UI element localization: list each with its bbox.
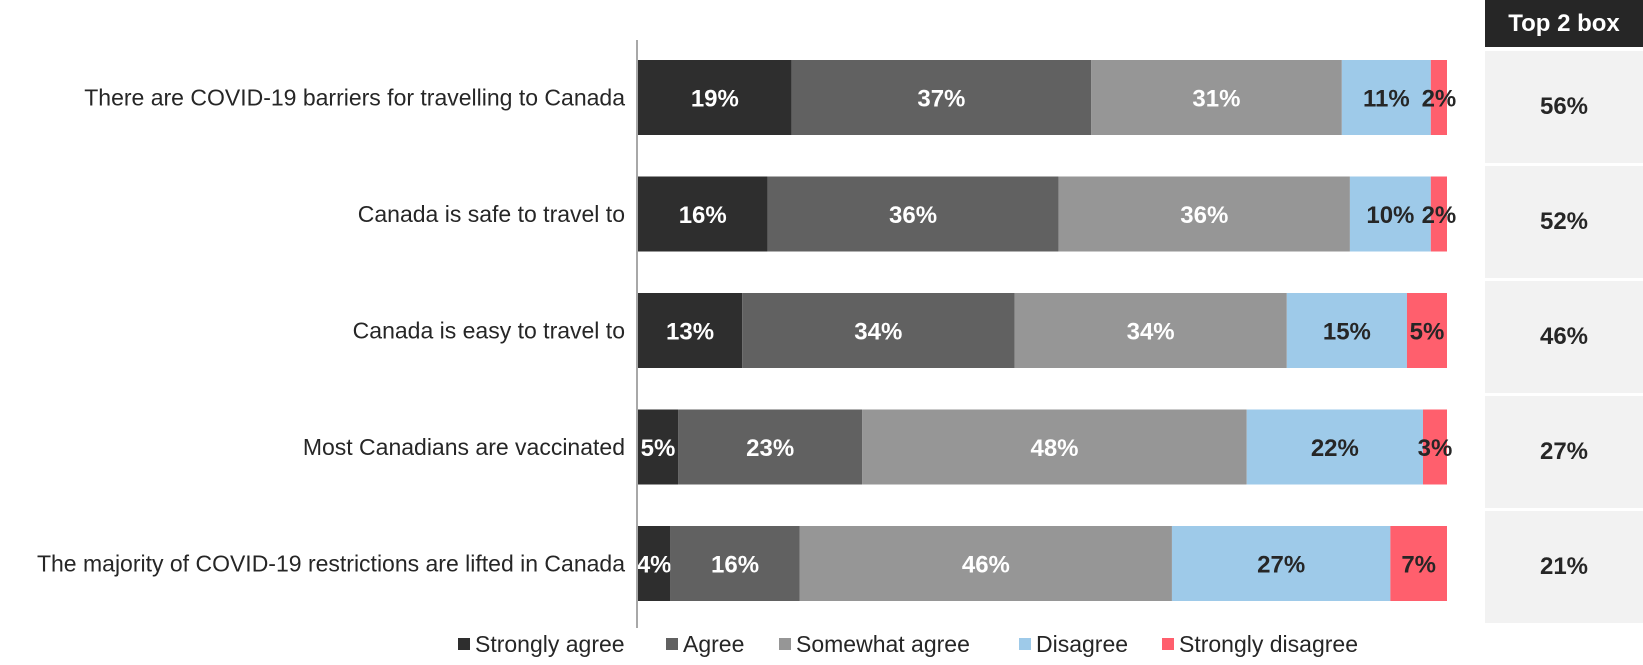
category-label: Canada is easy to travel to (353, 318, 625, 344)
data-label-strongly-disagree: 2% (1422, 86, 1457, 113)
data-label-disagree: 11% (1363, 86, 1410, 113)
data-label-somewhat-agree: 31% (1192, 86, 1240, 113)
legend-label-strongly-disagree: Strongly disagree (1179, 631, 1358, 657)
data-label-somewhat-agree: 36% (1180, 202, 1228, 229)
bar-segment-agree (678, 409, 863, 485)
bar-segment-strongly-agree (638, 526, 671, 601)
bar-segment-strongly-disagree (1406, 293, 1447, 368)
legend-swatch-disagree (1019, 638, 1031, 650)
bar-segment-disagree (1341, 60, 1431, 135)
data-label-disagree: 10% (1366, 202, 1414, 229)
bar-segment-strongly-disagree (1430, 176, 1447, 252)
data-label-somewhat-agree: 46% (962, 552, 1010, 579)
legend-swatch-strongly-agree (458, 638, 470, 650)
bar-segment-disagree (1171, 526, 1391, 601)
category-label: There are COVID-19 barriers for travelli… (84, 85, 625, 111)
data-label-disagree: 15% (1323, 319, 1371, 346)
bar-segment-strongly-disagree (1390, 526, 1447, 601)
bar-segment-somewhat-agree (1058, 176, 1350, 252)
bar-segment-agree (791, 60, 1092, 135)
data-label-strongly-agree: 16% (679, 202, 727, 229)
data-label-somewhat-agree: 48% (1030, 435, 1078, 462)
data-label-agree: 36% (889, 202, 937, 229)
bar-segment-disagree (1246, 409, 1423, 485)
bar-segment-somewhat-agree (862, 409, 1247, 485)
data-label-agree: 37% (917, 86, 965, 113)
data-label-somewhat-agree: 34% (1127, 319, 1175, 346)
legend-swatch-somewhat-agree (779, 638, 791, 650)
top2-box-value: 52% (1485, 166, 1643, 278)
legend-label-strongly-agree: Strongly agree (475, 631, 625, 657)
bar-segment-agree (670, 526, 800, 601)
legend-swatch-agree (666, 638, 678, 650)
data-label-agree: 23% (746, 435, 794, 462)
legend-label-somewhat-agree: Somewhat agree (796, 631, 970, 657)
bar-segment-strongly-agree (638, 176, 768, 252)
data-label-agree: 34% (854, 319, 902, 346)
bar-segment-strongly-agree (638, 60, 792, 135)
category-label: The majority of COVID-19 restrictions ar… (37, 551, 625, 577)
legend-label-agree: Agree (683, 631, 744, 657)
bar-segment-agree (767, 176, 1059, 252)
data-label-strongly-agree: 4% (637, 552, 672, 579)
data-label-strongly-disagree: 5% (1410, 319, 1445, 346)
category-label: Canada is safe to travel to (358, 201, 625, 227)
data-label-strongly-agree: 19% (691, 86, 739, 113)
bar-segment-strongly-disagree (1422, 409, 1447, 485)
data-label-agree: 16% (711, 552, 759, 579)
top2-box-value: 21% (1485, 511, 1643, 623)
data-label-strongly-agree: 13% (666, 319, 714, 346)
data-label-strongly-disagree: 2% (1422, 202, 1457, 229)
bar-segment-strongly-agree (638, 409, 679, 485)
legend: Strongly agree Agree Somewhat agree Disagre… (458, 631, 1358, 657)
category-label: Most Canadians are vaccinated (303, 434, 625, 460)
data-label-strongly-disagree: 7% (1401, 552, 1436, 579)
data-label-strongly-disagree: 3% (1418, 435, 1453, 462)
bar-segment-disagree (1286, 293, 1407, 368)
bar-segment-somewhat-agree (1014, 293, 1287, 368)
bar-segment-strongly-agree (638, 293, 743, 368)
top2-box-value: 56% (1485, 51, 1643, 163)
bar-segment-disagree (1349, 176, 1431, 252)
data-label-disagree: 22% (1311, 435, 1359, 462)
bar-segment-strongly-disagree (1430, 60, 1447, 135)
legend-swatch-strongly-disagree (1162, 638, 1174, 650)
bar-segment-somewhat-agree (1091, 60, 1342, 135)
bars: 19% 37% 31% 11% 2% 16% 36% 36% 10% 2% 13% 34% 34% 15%… (637, 60, 1456, 601)
data-label-disagree: 27% (1257, 552, 1305, 579)
legend-label-disagree: Disagree (1036, 631, 1128, 657)
category-labels: There are COVID-19 barriers for travelli… (37, 85, 625, 577)
top2-box-value: 27% (1485, 396, 1643, 508)
data-label-strongly-agree: 5% (641, 435, 676, 462)
top2-box-value: 46% (1485, 281, 1643, 393)
bar-segment-agree (742, 293, 1015, 368)
top2-box-header: Top 2 box (1485, 0, 1643, 47)
bar-segment-somewhat-agree (799, 526, 1172, 601)
